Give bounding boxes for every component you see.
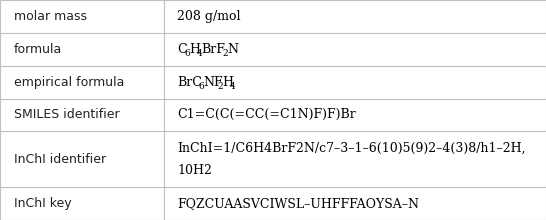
Text: H: H — [189, 43, 200, 56]
Text: C: C — [177, 43, 187, 56]
Text: BrC: BrC — [177, 76, 203, 89]
Text: NF: NF — [204, 76, 223, 89]
Text: 2: 2 — [218, 82, 223, 91]
Text: H: H — [223, 76, 234, 89]
Text: FQZCUAASVCIWSL–UHFFFAOYSA–N: FQZCUAASVCIWSL–UHFFFAOYSA–N — [177, 197, 419, 210]
Text: 6: 6 — [185, 49, 191, 58]
Text: N: N — [228, 43, 239, 56]
Text: 10H2: 10H2 — [177, 164, 212, 177]
Text: SMILES identifier: SMILES identifier — [14, 108, 119, 121]
Text: molar mass: molar mass — [14, 10, 87, 23]
Text: BrF: BrF — [201, 43, 225, 56]
Text: InChI key: InChI key — [14, 197, 72, 210]
Text: 208 g/mol: 208 g/mol — [177, 10, 241, 23]
Text: InChI=1/C6H4BrF2N/c7–3–1–6(10)5(9)2–4(3)8/h1–2H,: InChI=1/C6H4BrF2N/c7–3–1–6(10)5(9)2–4(3)… — [177, 142, 526, 155]
Text: InChI identifier: InChI identifier — [14, 153, 106, 166]
Text: 2: 2 — [223, 49, 228, 58]
Text: formula: formula — [14, 43, 62, 56]
Text: empirical formula: empirical formula — [14, 76, 124, 89]
Text: C1=C(C(=CC(=C1N)F)F)Br: C1=C(C(=CC(=C1N)F)F)Br — [177, 108, 356, 121]
Text: 6: 6 — [199, 82, 205, 91]
Text: 4: 4 — [197, 49, 203, 58]
Text: 4: 4 — [230, 82, 236, 91]
